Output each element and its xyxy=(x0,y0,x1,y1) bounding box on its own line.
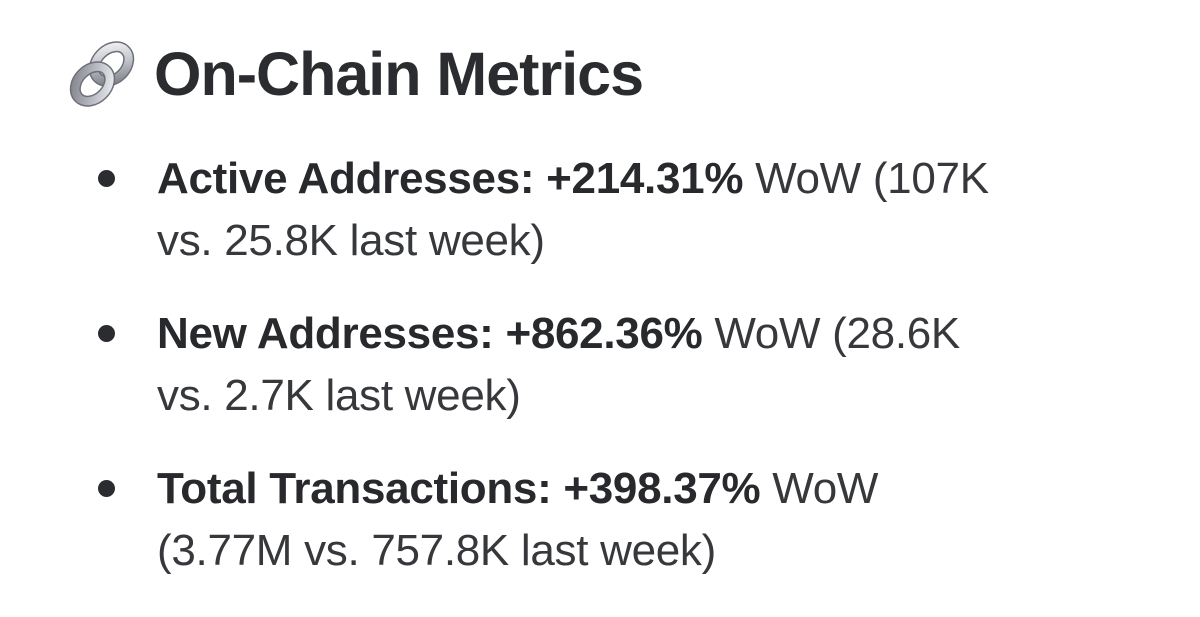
bullet-icon xyxy=(98,480,115,497)
list-item-active-addresses: Active Addresses: +214.31% WoW (107K vs.… xyxy=(98,148,989,272)
bullet-icon xyxy=(98,170,115,187)
metric-line-2: vs. 25.8K last week) xyxy=(157,216,545,265)
section-heading: On-Chain Metrics xyxy=(66,38,644,110)
metric-text: Total Transactions: +398.37% WoW (3.77M … xyxy=(157,458,878,582)
metric-comparison: WoW (107K xyxy=(743,154,989,203)
metric-line-2: (3.77M vs. 757.8K last week) xyxy=(157,526,716,575)
metric-label-value: New Addresses: +862.36% xyxy=(157,309,703,358)
metric-line-1: New Addresses: +862.36% WoW (28.6K xyxy=(157,303,960,365)
heading-title: On-Chain Metrics xyxy=(154,40,644,108)
list-item-new-addresses: New Addresses: +862.36% WoW (28.6K vs. 2… xyxy=(98,303,989,427)
metric-line-2: vs. 2.7K last week) xyxy=(157,371,521,420)
metric-line-1: Active Addresses: +214.31% WoW (107K xyxy=(157,148,989,210)
metric-comparison: WoW xyxy=(760,464,879,513)
metric-label-value: Total Transactions: +398.37% xyxy=(157,464,761,513)
metric-label-value: Active Addresses: +214.31% xyxy=(157,154,744,203)
metrics-list: Active Addresses: +214.31% WoW (107K vs.… xyxy=(98,148,989,613)
metric-line-1: Total Transactions: +398.37% WoW xyxy=(157,458,878,520)
link-icon xyxy=(66,38,138,110)
list-item-total-transactions: Total Transactions: +398.37% WoW (3.77M … xyxy=(98,458,989,582)
metric-text: New Addresses: +862.36% WoW (28.6K vs. 2… xyxy=(157,303,960,427)
metric-comparison: WoW (28.6K xyxy=(702,309,960,358)
bullet-icon xyxy=(98,325,115,342)
metric-text: Active Addresses: +214.31% WoW (107K vs.… xyxy=(157,148,989,272)
